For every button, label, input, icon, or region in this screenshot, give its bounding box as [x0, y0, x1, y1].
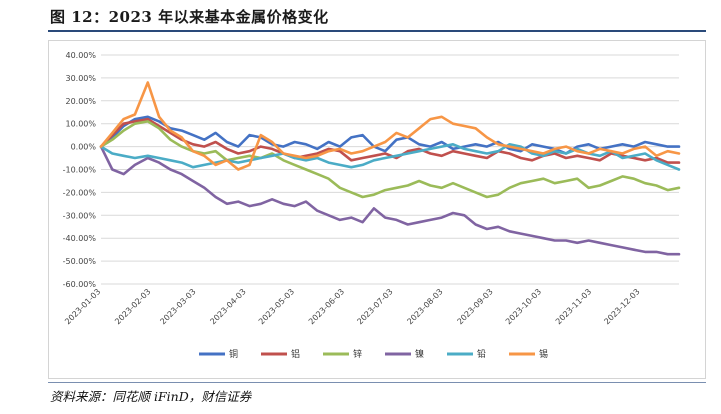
source-divider — [48, 382, 706, 383]
x-tick-label: 2023-08-03 — [405, 287, 444, 326]
x-tick-label: 2023-01-03 — [63, 287, 102, 326]
y-tick-label: 20.00% — [65, 97, 96, 106]
y-tick-label: 0.00% — [71, 143, 97, 152]
line-chart: 40.00% 30.00% 20.00% 10.00% 0.00% -10.00% -20.… — [63, 51, 681, 360]
y-tick-label: 30.00% — [65, 74, 96, 83]
chart-frame: 40.00% 30.00% 20.00% 10.00% 0.00% -10.00% -20.… — [48, 40, 706, 379]
legend-label: 铅 — [477, 348, 486, 360]
y-tick-label: -40.00% — [63, 234, 97, 243]
x-tick-label: 2023-10-03 — [504, 287, 543, 326]
legend-label: 铝 — [291, 348, 300, 360]
x-tick-label: 2023-04-03 — [208, 287, 247, 326]
legend-label: 铜 — [229, 348, 238, 360]
legend-label: 镍 — [415, 348, 424, 360]
legend-label: 锡 — [539, 349, 548, 360]
series-line — [99, 115, 681, 155]
y-tick-label: 10.00% — [65, 120, 96, 129]
figure-title: 图 12：2023 年以来基本金属价格变化 — [50, 8, 329, 26]
y-tick-label: -50.00% — [63, 257, 97, 266]
y-tick-label: -30.00% — [63, 211, 97, 220]
title-divider — [48, 30, 706, 32]
x-tick-label: 2023-11-03 — [554, 287, 593, 326]
x-tick-label: 2023-06-03 — [307, 287, 346, 326]
y-tick-label: -20.00% — [63, 188, 97, 197]
y-tick-label: 40.00% — [65, 51, 96, 60]
x-tick-label: 2023-02-03 — [113, 287, 152, 326]
x-tick-label: 2023-09-03 — [455, 287, 494, 326]
x-tick-label: 2023-03-03 — [158, 287, 197, 326]
series-line — [99, 81, 681, 171]
source-note: 资料来源：同花顺 iFinD，财信证券 — [50, 389, 252, 404]
x-tick-label: 2023-12-03 — [602, 287, 641, 326]
x-tick-label: 2023-05-03 — [257, 287, 296, 326]
series-line — [99, 145, 681, 256]
y-tick-label: -10.00% — [63, 166, 97, 175]
legend-label: 锌 — [353, 348, 362, 360]
y-tick-label: -60.00% — [63, 280, 97, 289]
x-tick-label: 2023-07-03 — [355, 287, 394, 326]
